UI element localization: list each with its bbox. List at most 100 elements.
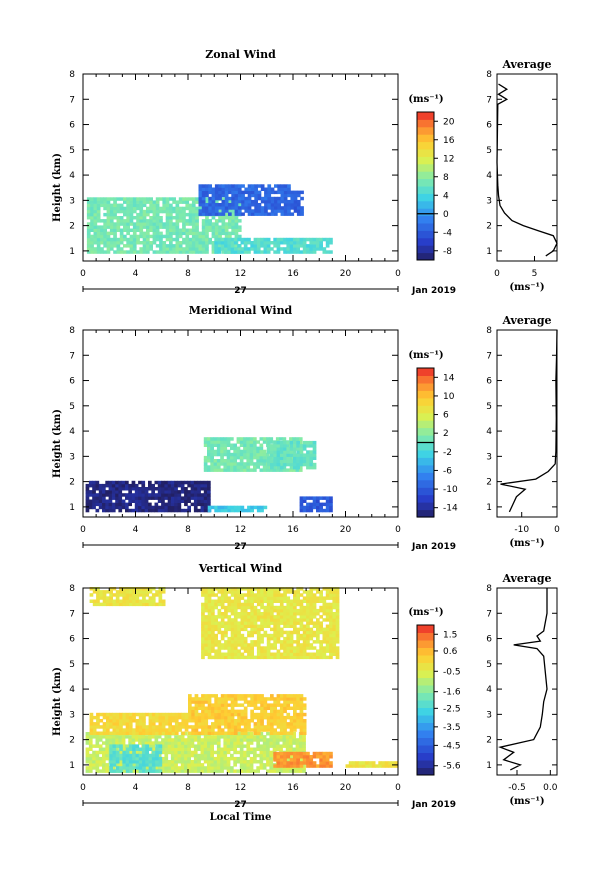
heatmap-cell	[275, 468, 280, 472]
heatmap-cell	[283, 196, 288, 201]
heatmap-cell	[289, 731, 294, 735]
heatmap-cell	[230, 593, 235, 597]
heatmap-cell	[105, 483, 109, 488]
heatmap-cell	[152, 219, 157, 223]
heatmap-cell	[250, 640, 254, 644]
heatmap-cell	[169, 247, 173, 251]
heatmap-cell	[88, 483, 93, 488]
heatmap-cell	[279, 618, 284, 622]
heatmap-cell	[182, 200, 186, 204]
heatmap-cell	[233, 618, 238, 622]
heatmap-cell	[165, 712, 169, 717]
heatmap-cell	[106, 197, 111, 201]
heatmap-cell	[205, 234, 209, 239]
heatmap-cell	[286, 596, 291, 600]
heatmap-cell	[122, 590, 127, 594]
heatmap-cell	[151, 750, 156, 755]
colorbar-segment	[417, 427, 434, 436]
heatmap-cell	[329, 608, 333, 613]
heatmap-cell	[237, 627, 241, 632]
heatmap-cell	[111, 741, 116, 745]
heatmap-cell	[154, 735, 159, 739]
heatmap-cell	[185, 228, 190, 232]
heatmap-cell	[92, 715, 97, 720]
heatmap-cell	[286, 751, 291, 756]
heatmap-cell	[115, 505, 119, 510]
heatmap-cell	[221, 225, 226, 229]
heatmap-cell	[142, 212, 147, 217]
heatmap-cell	[214, 225, 219, 229]
heatmap-cell	[289, 697, 294, 701]
heatmap-cell	[279, 738, 283, 742]
heatmap-cell	[217, 237, 222, 242]
heatmap-cell	[203, 493, 208, 497]
heatmap-cell	[214, 624, 218, 628]
heatmap-cell	[332, 612, 337, 616]
heatmap-cell	[256, 700, 261, 704]
heatmap-cell	[142, 731, 146, 735]
heatmap-cell	[234, 209, 239, 213]
heatmap-cell	[224, 212, 229, 217]
heatmap-cell	[296, 655, 300, 660]
heatmap-cell	[243, 636, 248, 641]
heatmap-cell	[259, 735, 264, 739]
heatmap-cell	[312, 447, 317, 451]
heatmap-cell	[293, 462, 297, 467]
heatmap-cell	[207, 449, 211, 454]
heatmap-cell	[223, 452, 228, 457]
heatmap-cell	[170, 750, 175, 755]
heatmap-cell	[226, 766, 231, 770]
heatmap-cell	[230, 697, 235, 701]
heatmap-cell	[241, 184, 245, 188]
heatmap-cell	[178, 197, 183, 201]
heatmap-cell	[135, 719, 140, 723]
heatmap-cell	[299, 697, 304, 701]
heatmap-cell	[103, 203, 107, 208]
heatmap-cell	[299, 612, 304, 616]
heatmap-cell	[106, 231, 111, 236]
heatmap-cell	[138, 487, 142, 491]
heatmap-cell	[126, 228, 130, 232]
heatmap-cell	[112, 587, 117, 591]
heatmap-cell	[234, 219, 239, 223]
heatmap-cell	[161, 760, 165, 764]
heatmap-cell	[243, 640, 248, 644]
heatmap-cell	[214, 712, 218, 717]
heatmap-cell	[134, 769, 139, 773]
heatmap-cell	[299, 250, 304, 254]
heatmap-cell	[302, 706, 307, 710]
heatmap-cell	[154, 766, 159, 770]
heatmap-cell	[169, 250, 173, 254]
heatmap-cell	[132, 599, 136, 603]
heatmap-cell	[322, 250, 327, 254]
heatmap-cell	[250, 605, 254, 610]
heatmap-cell	[237, 209, 242, 213]
heatmap-cell	[296, 206, 301, 210]
heatmap-cell	[254, 212, 258, 216]
heatmap-cell	[253, 244, 258, 248]
heatmap-cell	[121, 499, 126, 503]
heatmap-cell	[273, 459, 277, 464]
heatmap-cell	[172, 231, 176, 236]
heatmap-cell	[145, 587, 149, 591]
heatmap-cell	[302, 719, 307, 723]
heatmap-cell	[332, 599, 337, 603]
heatmap-cell	[335, 608, 340, 613]
heatmap-cell	[306, 590, 310, 594]
heatmap-cell	[296, 697, 300, 701]
heatmap-cell	[178, 228, 183, 232]
heatmap-cell	[273, 643, 277, 647]
colorbar-segment	[417, 193, 434, 202]
heatmap-cell	[167, 487, 172, 491]
heatmap-cell	[270, 725, 274, 729]
colorbar-tick-label: -1.6	[443, 688, 461, 698]
heatmap-cell	[135, 760, 140, 764]
heatmap-cell	[289, 735, 293, 739]
heatmap-cell	[151, 769, 156, 773]
heatmap-cell	[106, 212, 111, 217]
heatmap-cell	[197, 480, 201, 485]
heatmap-cell	[228, 222, 232, 226]
heatmap-cell	[329, 612, 333, 616]
heatmap-cell	[201, 725, 205, 729]
heatmap-cell	[322, 612, 327, 616]
